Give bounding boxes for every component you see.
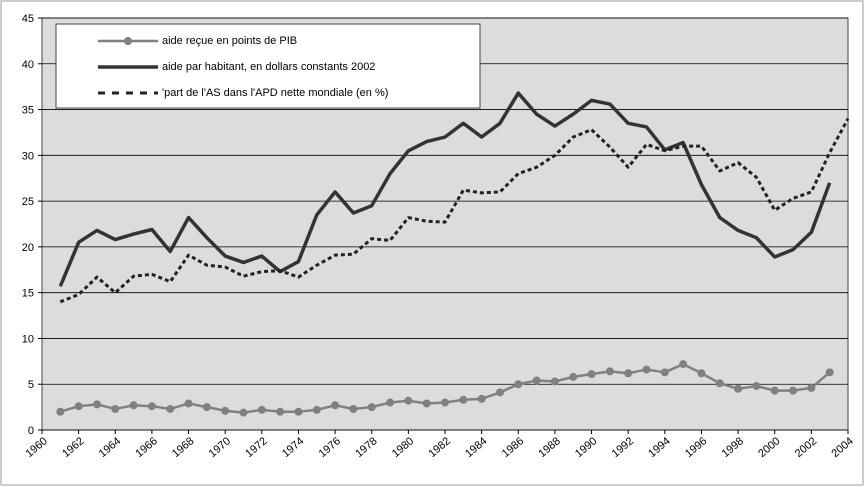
series-line xyxy=(58,91,832,287)
legend: aide reçue en points de PIB aide par hab… xyxy=(55,23,481,109)
point xyxy=(92,400,101,409)
y-tick-label: 10 xyxy=(22,333,34,345)
point xyxy=(587,370,596,379)
point xyxy=(495,388,504,397)
point xyxy=(56,407,65,416)
point xyxy=(386,398,395,407)
point xyxy=(221,406,230,415)
point xyxy=(624,369,633,378)
point xyxy=(441,398,449,407)
point xyxy=(349,404,358,413)
y-tick-label: 35 xyxy=(22,105,34,117)
point xyxy=(807,383,816,392)
point xyxy=(550,377,559,386)
legend-label: aide par habitant, en dollars constants … xyxy=(162,61,375,73)
point xyxy=(312,405,321,414)
y-tick-label: 40 xyxy=(22,59,34,71)
point xyxy=(147,402,156,411)
point xyxy=(569,372,578,381)
point xyxy=(770,386,779,395)
y-tick-label: 30 xyxy=(22,150,34,162)
point xyxy=(532,376,541,385)
point xyxy=(166,404,175,413)
legend-label: aide reçue en points de PIB xyxy=(162,35,297,47)
point xyxy=(660,368,669,377)
y-tick-label: 0 xyxy=(28,425,34,437)
point xyxy=(642,365,651,374)
point xyxy=(239,408,248,417)
point xyxy=(679,360,688,369)
point xyxy=(331,401,340,410)
point xyxy=(789,386,798,395)
point xyxy=(752,382,761,391)
point xyxy=(459,395,468,404)
y-tick-label: 5 xyxy=(28,379,34,391)
point xyxy=(422,399,431,408)
point xyxy=(202,403,211,412)
point xyxy=(477,394,486,403)
point xyxy=(734,384,743,393)
point xyxy=(184,399,193,408)
point xyxy=(276,407,285,416)
point xyxy=(111,404,120,413)
series xyxy=(56,91,850,417)
point xyxy=(367,403,376,412)
point xyxy=(404,396,413,405)
legend-label: 'part de l'AS dans l'APD nette mondiale … xyxy=(162,87,388,99)
point xyxy=(825,368,834,377)
y-tick-label: 45 xyxy=(22,13,34,25)
point xyxy=(697,369,706,378)
point xyxy=(294,407,303,416)
point xyxy=(257,405,266,414)
point xyxy=(74,402,83,411)
y-tick-label: 25 xyxy=(22,196,34,208)
y-tick-label: 20 xyxy=(22,242,34,254)
point xyxy=(129,401,138,410)
point xyxy=(514,380,523,389)
series-line xyxy=(59,117,850,304)
point xyxy=(715,379,724,388)
point xyxy=(605,367,614,376)
legend-sample xyxy=(124,37,132,45)
y-tick-label: 15 xyxy=(22,288,34,300)
